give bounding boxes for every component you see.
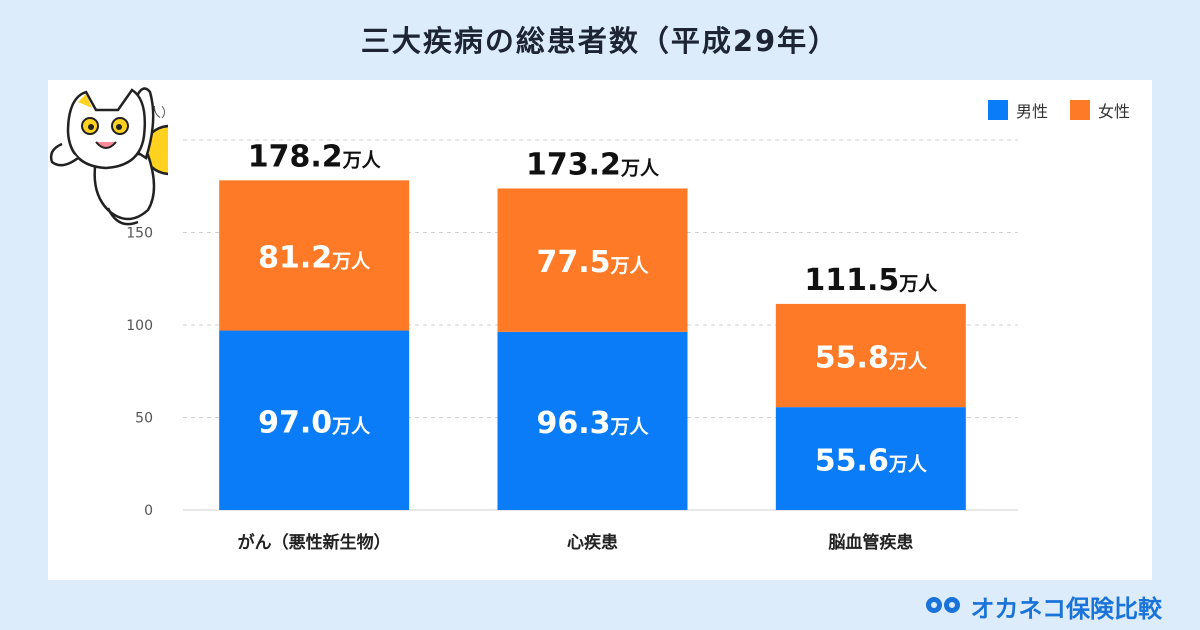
- bar-male-2: [775, 407, 966, 510]
- cat-mascot-icon: [49, 87, 168, 226]
- x-category-label-1: 心疾患: [567, 532, 618, 553]
- data-label-male-0: 97.0万人: [258, 405, 371, 440]
- bar-female-1: [497, 188, 688, 332]
- legend: 男性 女性: [987, 98, 1130, 122]
- x-category-label-2: 脳血管疾患: [828, 532, 913, 553]
- legend-label-male: 男性: [1015, 102, 1048, 121]
- y-tick-label-1: 50: [135, 411, 153, 427]
- y-tick-label-3: 150: [126, 226, 153, 242]
- data-label-male-2: 55.6万人: [815, 444, 928, 479]
- data-label-female-1: 77.5万人: [536, 245, 649, 280]
- y-tick-label-2: 100: [126, 318, 153, 334]
- data-label-female-0: 81.2万人: [258, 240, 371, 275]
- total-label-1: 173.2万人: [526, 147, 660, 182]
- legend-swatch-female: [1069, 100, 1090, 120]
- legend-label-female: 女性: [1097, 102, 1130, 121]
- total-label-2: 111.5万人: [804, 263, 938, 298]
- y-tick-label-0: 0: [144, 503, 153, 519]
- brand-name: オカネコ保険比較: [970, 595, 1162, 623]
- bar-female-0: [219, 180, 410, 331]
- data-label-male-1: 96.3万人: [536, 406, 649, 441]
- legend-item-male: 男性: [987, 98, 1048, 122]
- brand-logo: オカネコ保険比較: [926, 589, 1162, 624]
- legend-item-female: 女性: [1069, 98, 1130, 122]
- bar-male-1: [497, 331, 688, 510]
- brand-glasses-icon: [926, 595, 964, 619]
- bar-female-2: [775, 303, 966, 408]
- chart-title: 三大疾病の総患者数（平成29年）: [360, 24, 840, 58]
- bar-chart: 05010015020097.0万人81.2万人178.2万人がん（悪性新生物）…: [126, 133, 1018, 553]
- data-label-female-2: 55.8万人: [815, 341, 928, 376]
- x-category-label-0: がん（悪性新生物）: [238, 532, 391, 553]
- legend-swatch-male: [987, 100, 1008, 120]
- bar-male-0: [219, 330, 410, 510]
- total-label-0: 178.2万人: [248, 139, 382, 174]
- chart-card: （万人） 男性 女性 05010015020097.0万人81.2万人178.2…: [48, 80, 1152, 580]
